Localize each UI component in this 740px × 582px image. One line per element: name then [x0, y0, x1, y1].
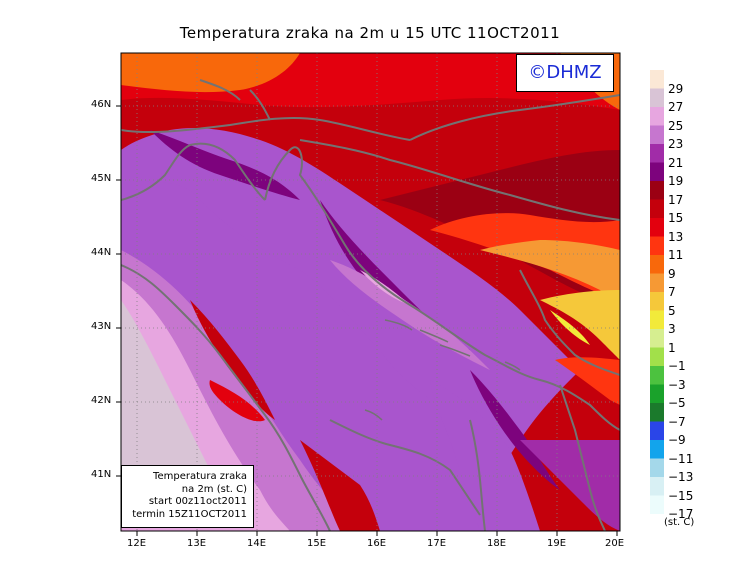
legend-color-box: [650, 440, 664, 459]
legend-label: 9: [668, 266, 676, 281]
legend-color-box: [650, 236, 664, 255]
lat-label: 44N: [91, 247, 112, 258]
islands: [364, 319, 521, 421]
lon-label: 16E: [367, 538, 387, 549]
legend-label: 11: [668, 248, 684, 262]
legend-label: −1: [668, 359, 686, 373]
legend-color-box: [650, 292, 664, 311]
legend-label: −7: [668, 414, 686, 429]
map-title: Temperatura zraka na 2m u 15 UTC 11OCT20…: [179, 24, 561, 42]
legend-color-box: [650, 255, 664, 274]
legend-label: −9: [668, 433, 686, 447]
plot-frame: [120, 52, 621, 532]
legend-color-box: [650, 70, 664, 89]
axis-ticks: [116, 105, 618, 536]
lon-label: 20E: [605, 538, 625, 549]
legend-color-box: [650, 218, 664, 237]
legend-label: −3: [668, 377, 686, 392]
legend-color-box: [650, 125, 664, 144]
lon-label: 17E: [427, 538, 447, 549]
legend-label: −15: [668, 488, 694, 503]
legend-color-box: [650, 310, 664, 329]
lat-label: 43N: [91, 321, 112, 332]
lon-label: 12E: [127, 538, 147, 549]
temperature-field: [121, 53, 620, 531]
info-line: termin 15Z11OCT2011: [132, 508, 247, 520]
legend-label: 5: [668, 303, 676, 318]
copyright-label: ©DHMZ: [516, 54, 614, 92]
lon-label: 14E: [247, 538, 267, 549]
info-line: na 2m (st. C): [181, 483, 247, 495]
legend-color-box: [650, 403, 664, 422]
legend-label: 17: [668, 192, 684, 207]
legend-label: 7: [668, 285, 676, 299]
lon-label: 19E: [547, 538, 567, 549]
lat-label: 46N: [91, 99, 112, 110]
legend-color-box: [650, 421, 664, 440]
legend-color-box: [650, 477, 664, 496]
info-line: start 00z11oct2011: [148, 496, 247, 507]
legend-label: 15: [668, 211, 684, 225]
info-line: Temperatura zraka: [153, 471, 247, 482]
legend-color-scale: [650, 70, 664, 514]
legend-label: 13: [668, 229, 684, 244]
legend-label: 25: [668, 118, 684, 133]
legend-color-box: [650, 273, 664, 292]
legend-unit: (st. C): [664, 517, 695, 528]
legend-label: 3: [668, 322, 676, 336]
legend-color-box: [650, 366, 664, 385]
lon-label: 15E: [307, 538, 327, 549]
info-box: Temperatura zraka na 2m (st. C) start 00…: [121, 465, 254, 528]
legend-color-box: [650, 144, 664, 163]
legend-label: 29: [668, 81, 684, 96]
legend-color-box: [650, 88, 664, 107]
legend-color-box: [650, 162, 664, 181]
lon-label: 13E: [187, 538, 207, 549]
legend-label: 27: [668, 100, 684, 114]
legend-color-box: [650, 458, 664, 477]
legend-color-box: [650, 181, 664, 200]
lon-label: 18E: [487, 538, 507, 549]
legend-color-box: [650, 199, 664, 218]
legend-color-box: [650, 107, 664, 126]
legend-color-box: [650, 495, 664, 514]
legend-color-box: [650, 347, 664, 366]
legend-label: 1: [668, 340, 676, 355]
lat-label: 41N: [91, 469, 112, 480]
coastlines: [121, 79, 620, 531]
legend-label: −13: [668, 470, 694, 484]
legend-color-box: [650, 384, 664, 403]
legend-label: −17: [668, 507, 694, 521]
legend-label: 23: [668, 137, 684, 151]
legend-label: 19: [668, 174, 684, 188]
lat-label: 45N: [91, 173, 112, 184]
legend-label: −11: [668, 451, 694, 466]
legend-label: −5: [668, 396, 686, 410]
legend-color-box: [650, 329, 664, 348]
legend-label: 21: [668, 155, 684, 170]
lat-label: 42N: [91, 395, 112, 406]
